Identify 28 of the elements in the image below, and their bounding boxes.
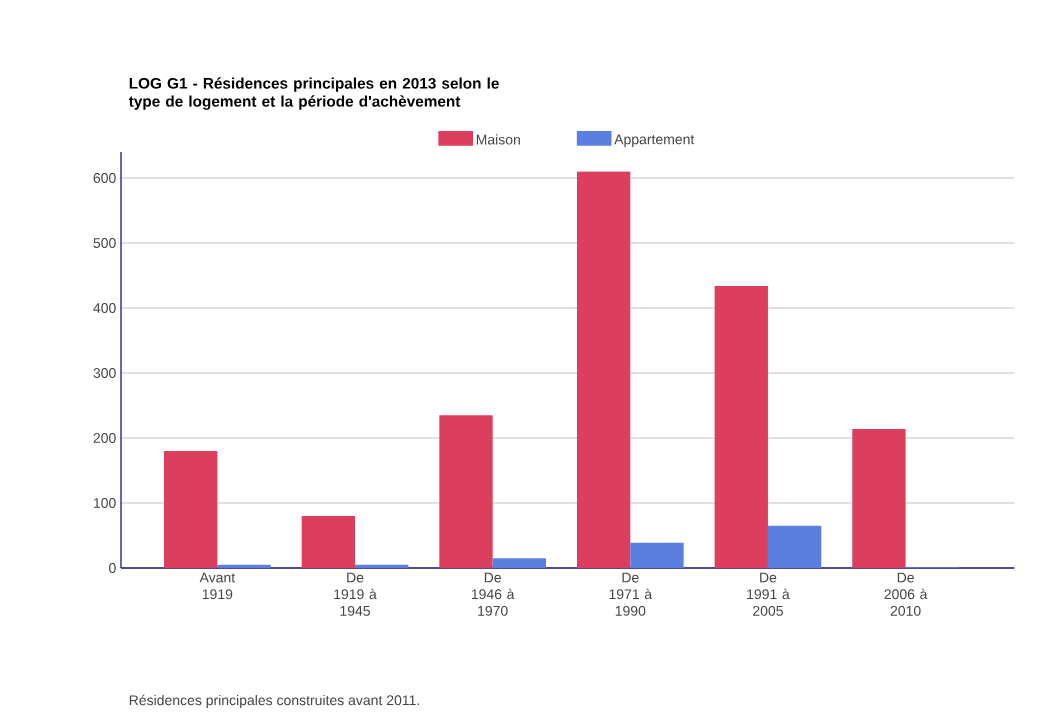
legend-label: Maison: [476, 134, 520, 145]
x-tick-label: De 1919 à 1945: [334, 572, 377, 616]
x-tick-label: De 1946 à 1970: [471, 572, 515, 616]
bar: [576, 171, 631, 568]
y-tick-label: 400: [93, 303, 116, 313]
bar: [164, 451, 218, 568]
x-tick-label: De 1991 à 2005: [747, 572, 790, 616]
bar: [852, 428, 906, 568]
y-tick-label: 200: [93, 433, 116, 443]
legend-label: Appartement: [614, 134, 695, 148]
bar: [767, 525, 822, 568]
y-tick-label: 600: [93, 173, 116, 183]
bar: [301, 516, 356, 568]
bar: [217, 564, 271, 568]
x-tick-label: De 2006 à 2010: [884, 572, 928, 616]
x-tick-label: Avant 1919: [199, 572, 236, 600]
chart-title: LOG G1 - Résidences principales en 2013 selon le type de logement et la période d'achèvement: [128, 77, 499, 110]
y-tick-label: 0: [109, 563, 116, 573]
y-tick-label: 300: [93, 368, 116, 378]
y-tick-label: 100: [94, 498, 116, 508]
x-tick-label: De 1971 à 1990: [609, 572, 653, 616]
text: Résidences principales construites avant 2011.: [129, 694, 419, 708]
bar: [630, 542, 684, 568]
bar: [492, 558, 546, 568]
y-tick-label: 500: [93, 238, 116, 248]
bar: [714, 285, 768, 568]
bar: [355, 564, 409, 568]
bar: [439, 415, 493, 568]
